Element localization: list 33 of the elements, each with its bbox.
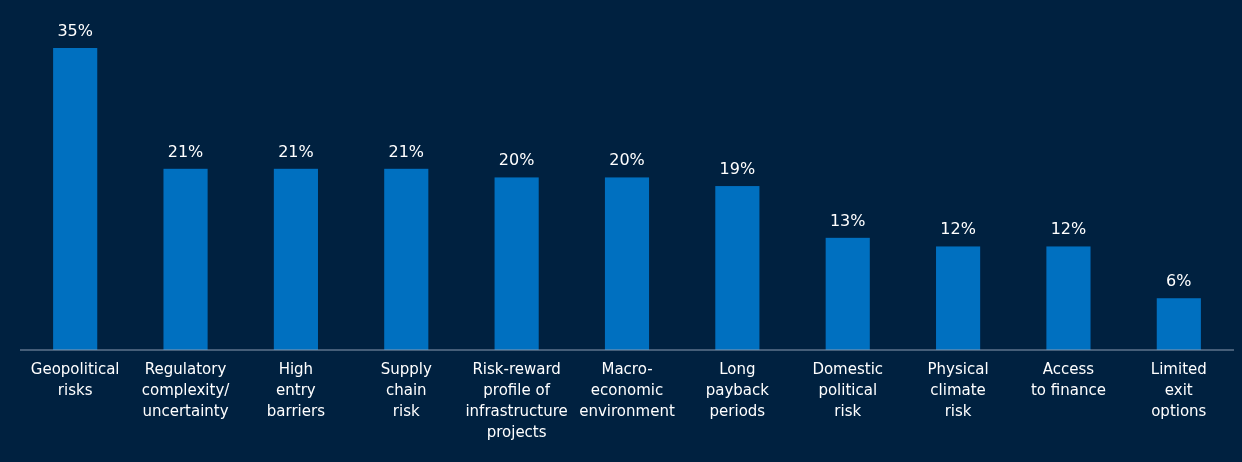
- data-label: 12%: [940, 219, 976, 239]
- x-tick-label: Regulatory complexity/ uncertainty: [141, 360, 231, 420]
- data-label: 20%: [498, 150, 535, 170]
- x-tick-label: Supply chain risk: [380, 360, 432, 420]
- x-tick-label: Physical climate risk: [927, 360, 989, 420]
- bar: [494, 177, 539, 350]
- bar: [825, 237, 870, 350]
- bar: [604, 177, 650, 350]
- x-tick-label: Macro- economic environment: [579, 360, 675, 420]
- data-label: 12%: [1050, 219, 1087, 239]
- bar: [163, 168, 208, 350]
- data-label: 21%: [167, 141, 204, 161]
- x-tick-label: Risk-reward profile of infrastructure projects: [465, 360, 568, 441]
- data-label: 20%: [609, 150, 645, 170]
- x-tick-label: Geopolitical risks: [30, 360, 120, 399]
- bar: [53, 48, 98, 350]
- x-tick-label: Domestic political risk: [812, 360, 884, 420]
- bar: [936, 246, 981, 350]
- data-label: 21%: [278, 141, 314, 161]
- bar: [1046, 246, 1091, 350]
- data-label: 13%: [829, 210, 866, 230]
- data-label: 19%: [719, 159, 756, 179]
- data-label: 35%: [57, 21, 93, 40]
- data-label: 6%: [1166, 271, 1192, 291]
- data-label: 21%: [388, 141, 425, 161]
- x-tick-label: Long payback periods: [705, 360, 770, 420]
- bar: [1156, 298, 1201, 350]
- x-tick-label: Limited exit options: [1150, 360, 1207, 420]
- bar: [273, 168, 318, 350]
- bar: [384, 168, 429, 350]
- x-tick-label: Access to finance: [1030, 360, 1106, 399]
- x-tick-label: High entry barriers: [266, 360, 326, 420]
- bar: [715, 186, 760, 350]
